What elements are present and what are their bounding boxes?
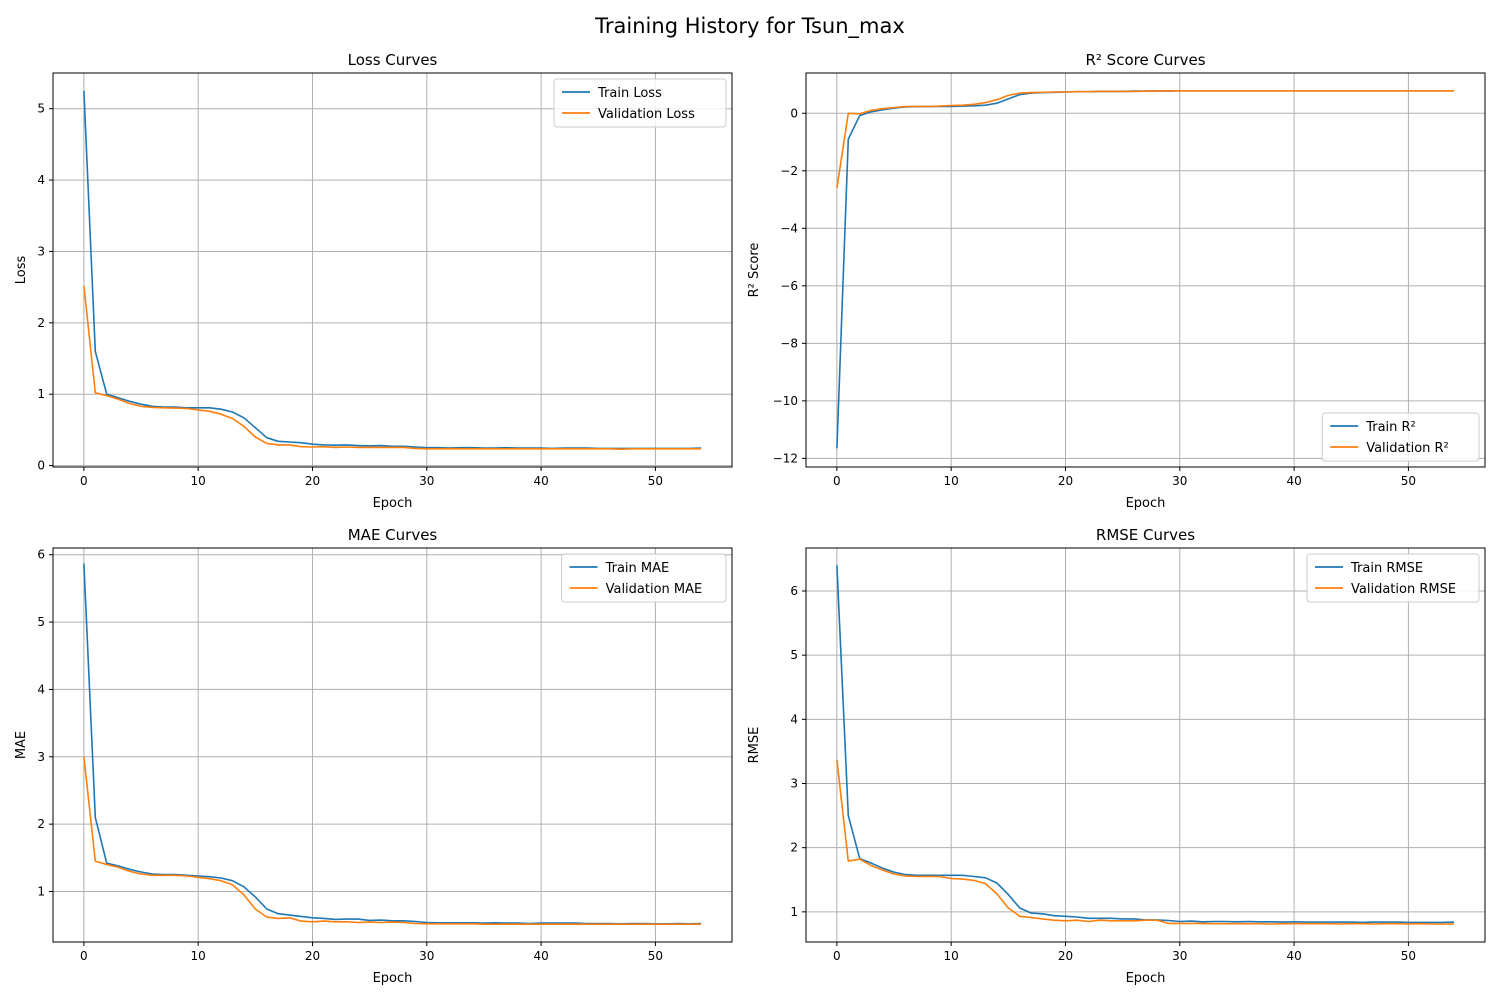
x-tick-label: 10 xyxy=(191,474,206,488)
axes-frame xyxy=(805,72,1486,468)
y-tick-label: 2 xyxy=(37,817,45,831)
y-tick-label: 2 xyxy=(37,316,45,330)
y-tick-label: −4 xyxy=(780,221,798,235)
legend-label: Train MAE xyxy=(605,561,670,576)
y-tick-label: 3 xyxy=(37,244,45,258)
x-tick-label: 0 xyxy=(833,474,841,488)
y-tick-label: 1 xyxy=(37,387,45,401)
x-tick-label: 50 xyxy=(648,474,663,488)
legend: Train MAE Validation MAE xyxy=(561,553,727,603)
y-tick-label: 5 xyxy=(37,615,45,629)
y-tick-label: 1 xyxy=(790,905,798,919)
series-line-validation xyxy=(83,756,702,926)
series-line-train xyxy=(836,90,1455,449)
y-tick-label: −12 xyxy=(773,451,798,465)
legend-box xyxy=(553,78,727,128)
y-tick-label: 4 xyxy=(37,173,45,187)
y-axis-label: MAE xyxy=(14,731,29,759)
y-tick-label: 6 xyxy=(37,548,45,562)
subplot-3: 0 10 20 30 40 50 1 2 3 4 5 6 MAE Curves Epoch MAE Train… xyxy=(14,526,733,986)
series-line-validation xyxy=(836,90,1455,189)
legend-label: Validation RMSE xyxy=(1351,582,1456,597)
axes-frame xyxy=(805,547,1486,943)
y-axis-label: Loss xyxy=(14,256,29,285)
x-tick-label: 20 xyxy=(305,474,320,488)
legend-label: Validation Loss xyxy=(598,107,695,122)
subplot-title: R² Score Curves xyxy=(1085,51,1205,69)
subplot-2: 0 10 20 30 40 50 0 −2 −4 −6 −8 −10 −12 R² Score Curve… xyxy=(747,51,1486,511)
x-tick-label: 10 xyxy=(944,949,959,963)
y-tick-label: 3 xyxy=(37,750,45,764)
y-axis-label: RMSE xyxy=(747,727,762,764)
x-tick-label: 0 xyxy=(80,474,88,488)
legend-label: Train RMSE xyxy=(1350,561,1423,576)
legend: Train Loss Validation Loss xyxy=(553,78,727,128)
legend: Train R² Validation R² xyxy=(1321,412,1480,462)
x-tick-label: 20 xyxy=(1058,474,1073,488)
series-line-validation xyxy=(836,759,1455,925)
y-tick-label: 5 xyxy=(790,648,798,662)
series-line-train xyxy=(83,563,702,925)
x-tick-label: 30 xyxy=(419,474,434,488)
series-line-train xyxy=(836,565,1455,924)
x-tick-label: 40 xyxy=(533,474,548,488)
y-tick-label: 3 xyxy=(790,777,798,791)
x-tick-label: 30 xyxy=(419,949,434,963)
series-line-validation xyxy=(83,285,702,451)
subplot-title: RMSE Curves xyxy=(1096,526,1195,544)
x-tick-label: 20 xyxy=(1058,949,1073,963)
x-tick-label: 40 xyxy=(1286,949,1301,963)
y-tick-label: 6 xyxy=(790,584,798,598)
subplot-4: 0 10 20 30 40 50 1 2 3 4 5 6 RMSE Curves Epoch RMSE Tra… xyxy=(747,526,1486,986)
legend-label: Validation R² xyxy=(1366,441,1449,456)
x-tick-label: 0 xyxy=(80,949,88,963)
y-tick-label: 4 xyxy=(37,682,45,696)
y-tick-label: −6 xyxy=(780,279,798,293)
subplot-1: 0 10 20 30 40 50 0 1 2 3 4 5 Loss Curves Epoch Loss Tra… xyxy=(14,51,733,511)
subplot-title: Loss Curves xyxy=(348,51,438,69)
x-tick-label: 0 xyxy=(833,949,841,963)
y-tick-label: 0 xyxy=(37,459,45,473)
x-tick-label: 30 xyxy=(1172,949,1187,963)
axes-frame xyxy=(52,547,733,943)
y-tick-label: −10 xyxy=(773,394,798,408)
y-tick-label: 1 xyxy=(37,884,45,898)
legend-box xyxy=(1306,553,1480,603)
x-tick-label: 40 xyxy=(1286,474,1301,488)
legend-label: Train R² xyxy=(1365,420,1416,435)
legend-label: Validation MAE xyxy=(606,582,703,597)
x-tick-label: 10 xyxy=(191,949,206,963)
x-tick-label: 50 xyxy=(648,949,663,963)
y-tick-label: −8 xyxy=(780,336,798,350)
legend-box xyxy=(561,553,727,603)
subplot-title: MAE Curves xyxy=(348,526,438,544)
x-tick-label: 30 xyxy=(1172,474,1187,488)
x-tick-label: 50 xyxy=(1401,474,1416,488)
legend-box xyxy=(1321,412,1480,462)
series-line-train xyxy=(83,90,702,450)
legend-label: Train Loss xyxy=(597,86,662,101)
y-tick-label: 0 xyxy=(790,106,798,120)
x-axis-label: Epoch xyxy=(1126,971,1166,986)
x-tick-label: 50 xyxy=(1401,949,1416,963)
y-tick-label: 4 xyxy=(790,712,798,726)
y-axis-label: R² Score xyxy=(747,243,762,298)
y-tick-label: −2 xyxy=(780,164,798,178)
y-tick-label: 5 xyxy=(37,102,45,116)
x-tick-label: 20 xyxy=(305,949,320,963)
x-tick-label: 40 xyxy=(533,949,548,963)
x-tick-label: 10 xyxy=(944,474,959,488)
legend: Train RMSE Validation RMSE xyxy=(1306,553,1480,603)
x-axis-label: Epoch xyxy=(373,496,413,511)
axes-frame xyxy=(52,72,733,468)
figure-title: Training History for Tsun_max xyxy=(595,14,905,38)
x-axis-label: Epoch xyxy=(1126,496,1166,511)
y-tick-label: 2 xyxy=(790,841,798,855)
x-axis-label: Epoch xyxy=(373,971,413,986)
